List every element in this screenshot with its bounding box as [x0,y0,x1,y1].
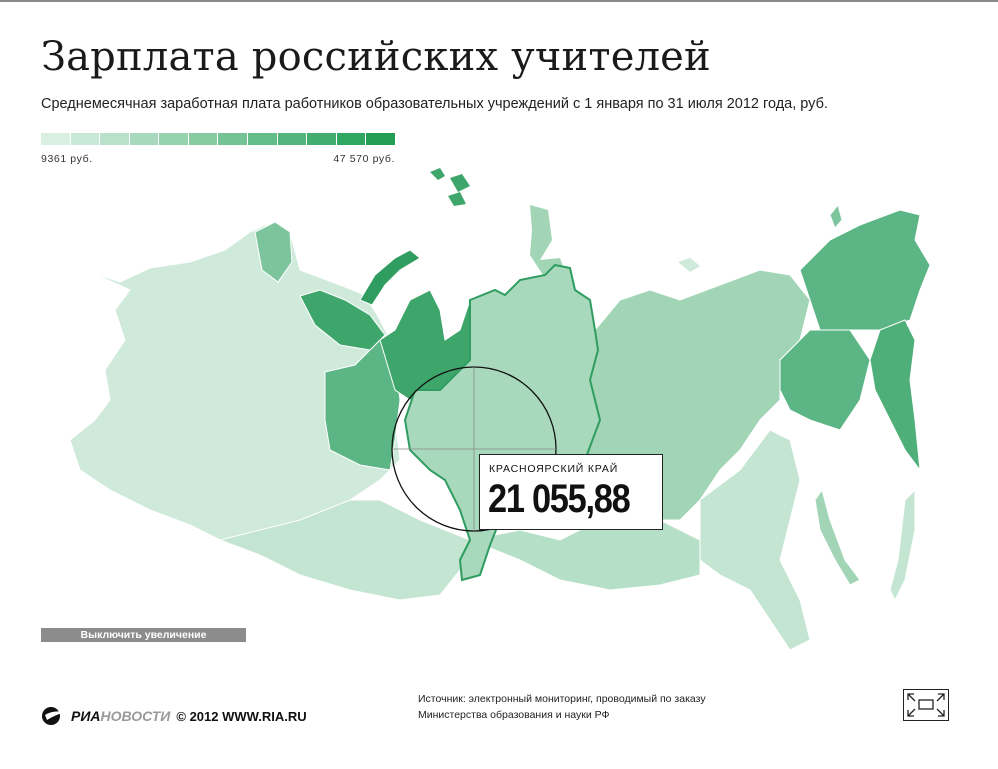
page-subtitle: Среднемесячная заработная плата работник… [41,96,828,112]
source-line-2: Министерства образования и науки РФ [418,709,610,721]
logo-text-novosti: НОВОСТИ [100,708,171,724]
fullscreen-button[interactable] [903,689,949,721]
region-tooltip: КРАСНОЯРСКИЙ КРАЙ 21 055,88 [479,454,663,530]
region-severnaya-zemlya[interactable] [530,205,565,278]
legend-swatch-2 [70,133,100,145]
legend-swatch-1 [41,133,70,145]
region-novaya-zemlya[interactable] [359,249,421,306]
region-sakhalin[interactable] [814,488,861,586]
zoom-off-button[interactable]: Выключить увеличение [41,628,246,642]
region-arkhangelsk[interactable] [299,289,386,351]
legend-swatch-4 [129,133,159,145]
legend-swatch-9 [277,133,307,145]
legend-swatch-8 [248,133,277,145]
color-legend [41,133,395,145]
legend-max-label: 47 570 руб. [333,153,395,165]
legend-swatch-3 [100,133,129,145]
top-rule [0,0,998,2]
legend-swatch-12 [366,133,395,145]
region-khabarovsk[interactable] [779,329,871,431]
legend-swatch-7 [218,133,248,145]
ria-logo[interactable]: РИА НОВОСТИ © 2012 WWW.RIA.RU [41,706,307,726]
russia-map[interactable] [0,150,998,670]
region-magadan[interactable] [799,209,931,331]
tooltip-region-name: КРАСНОЯРСКИЙ КРАЙ [489,463,619,475]
source-line-1: Источник: электронный мониторинг, провод… [418,693,706,705]
legend-swatch-10 [307,133,336,145]
legend-swatch-5 [159,133,188,145]
legend-min-label: 9361 руб. [41,153,93,165]
ria-globe-icon [42,707,65,725]
region-chukotka[interactable] [829,203,843,229]
region-kuril[interactable] [889,488,916,602]
region-franz-josef[interactable] [430,168,470,206]
copyright-text: © 2012 WWW.RIA.RU [176,708,307,724]
region-kamchatka[interactable] [869,319,921,472]
fullscreen-icon [907,693,945,717]
page-title: Зарплата российских учителей [41,34,711,80]
region-new-siberian[interactable] [678,258,700,272]
region-yamal[interactable] [379,289,471,401]
region-kola[interactable] [254,221,293,283]
source-note: Источник: электронный мониторинг, провод… [418,691,706,723]
region-far-east-south[interactable] [699,429,811,651]
legend-swatch-11 [336,133,366,145]
region-siberia-south[interactable] [468,519,701,591]
legend-swatch-6 [188,133,218,145]
tooltip-region-value: 21 055,88 [488,477,631,521]
logo-text-ria: РИА [71,708,101,724]
